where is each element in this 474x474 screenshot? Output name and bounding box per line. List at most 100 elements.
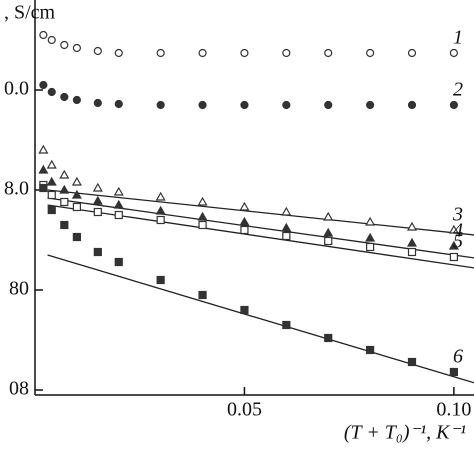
x-tick-label: 0.05 (227, 399, 262, 421)
point (72, 43, 81, 53)
point (323, 227, 334, 237)
point (407, 100, 417, 110)
point (155, 191, 166, 201)
point (93, 247, 102, 257)
point (39, 183, 48, 193)
point (407, 247, 417, 257)
point (92, 195, 103, 205)
point (47, 190, 56, 200)
point (60, 92, 69, 102)
point (72, 202, 81, 212)
point (114, 257, 123, 267)
point (198, 48, 207, 58)
point (46, 159, 57, 169)
point (197, 211, 208, 221)
point (282, 231, 291, 241)
point (240, 48, 249, 58)
fit-line (47, 254, 474, 384)
point (47, 35, 56, 45)
point (198, 100, 207, 110)
point (93, 207, 102, 217)
point (60, 220, 69, 230)
point (239, 201, 250, 211)
point (448, 240, 459, 250)
point (366, 100, 375, 110)
point (240, 225, 249, 235)
point (92, 182, 103, 192)
point (281, 206, 292, 216)
y-axis-label: , S/cm (4, 2, 56, 24)
fit-line (47, 204, 474, 269)
point (449, 48, 458, 58)
point (282, 100, 291, 110)
point (282, 48, 291, 58)
point (449, 252, 458, 262)
y-tick-label: 08 (9, 378, 29, 400)
point (72, 232, 81, 242)
point (47, 87, 56, 97)
point (72, 95, 81, 105)
y-tick-label: 80 (9, 278, 29, 300)
point (71, 189, 82, 199)
point (47, 205, 56, 215)
point (156, 100, 165, 110)
series-label: 6 (453, 346, 463, 368)
point (93, 46, 102, 56)
fit-line (47, 189, 474, 236)
point (240, 100, 249, 110)
point (93, 98, 102, 108)
series-label: 3 (452, 204, 463, 226)
series-label: 2 (453, 79, 463, 101)
x-axis-label: (T + T₀)⁻¹, K⁻¹ (344, 422, 466, 444)
point (39, 30, 48, 40)
point (197, 196, 208, 206)
point (239, 216, 250, 226)
point (113, 199, 124, 209)
point (60, 40, 69, 50)
point (114, 99, 123, 109)
point (38, 164, 49, 174)
series-label: 5 (453, 231, 463, 253)
point (324, 100, 333, 110)
point (449, 100, 458, 110)
point (155, 205, 166, 215)
y-tick-label: 8.0 (4, 178, 29, 200)
x-tick-label: 0.10 (436, 399, 471, 421)
point (406, 221, 418, 231)
point (407, 48, 417, 58)
point (365, 232, 376, 242)
point (198, 220, 207, 230)
point (281, 222, 292, 232)
point (240, 305, 249, 315)
point (449, 367, 458, 377)
point (59, 184, 70, 194)
point (113, 186, 124, 196)
point (407, 357, 417, 367)
point (156, 215, 165, 225)
series-label: 1 (453, 27, 463, 49)
point (156, 48, 165, 58)
point (71, 176, 82, 186)
point (366, 345, 375, 355)
point (365, 216, 376, 226)
point (448, 224, 459, 234)
point (114, 210, 123, 220)
point (324, 236, 333, 246)
point (366, 242, 375, 252)
point (406, 237, 418, 247)
series-label: 4 (453, 220, 463, 242)
point (114, 48, 123, 58)
point (59, 169, 70, 179)
point (38, 144, 49, 154)
point (366, 48, 375, 58)
point (60, 197, 69, 207)
point (46, 176, 57, 186)
point (198, 290, 207, 300)
point (324, 48, 333, 58)
point (156, 275, 165, 285)
point (39, 80, 48, 90)
point (324, 333, 333, 343)
y-tick-label: 0.0 (4, 78, 29, 100)
point (282, 320, 291, 330)
